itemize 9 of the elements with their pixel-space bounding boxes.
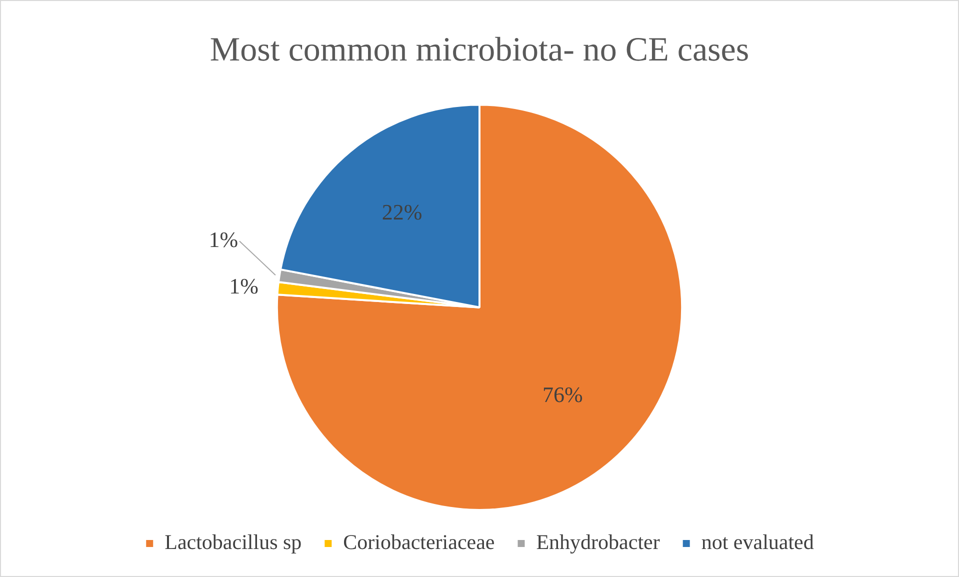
data-label: 22% bbox=[382, 200, 422, 225]
data-label: 1% bbox=[208, 226, 238, 252]
legend-label: Enhydrobacter bbox=[536, 530, 660, 554]
legend-label: Lactobacillus sp bbox=[164, 530, 302, 554]
chart-title: Most common microbiota- no CE cases bbox=[210, 31, 750, 68]
legend-label: Coriobacteriaceae bbox=[343, 530, 495, 554]
legend-label: not evaluated bbox=[701, 530, 814, 554]
data-label: 76% bbox=[542, 382, 583, 407]
data-label: 1% bbox=[229, 274, 258, 299]
